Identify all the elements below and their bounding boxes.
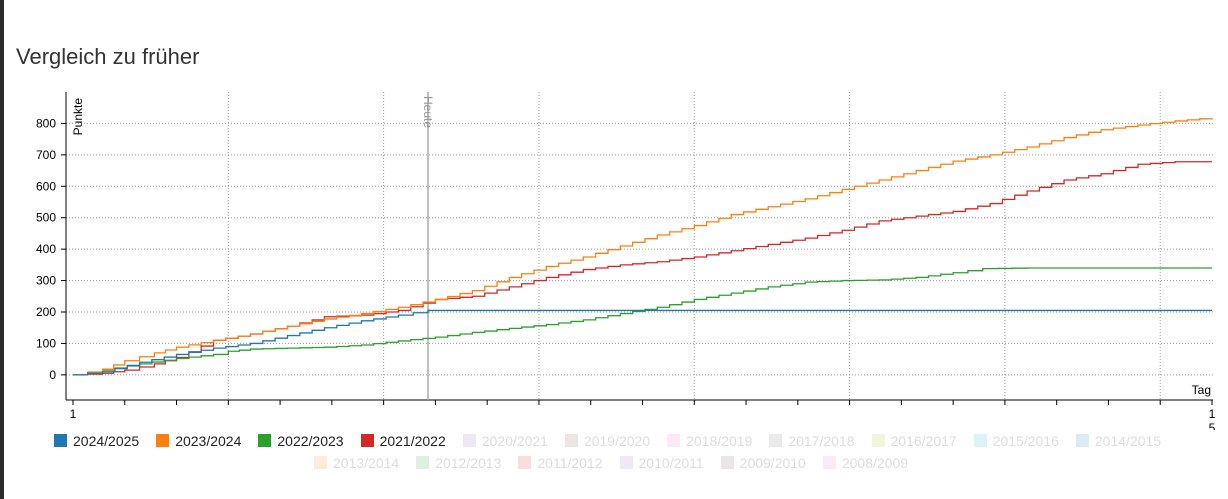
legend-item[interactable]: 2023/2024: [156, 433, 241, 449]
legend-label: 2010/2011: [638, 455, 704, 471]
y-tick-label: 200: [36, 305, 56, 319]
legend-label: 2016/2017: [890, 433, 957, 449]
legend-label: 2013/2014: [333, 455, 400, 471]
legend-item[interactable]: 2022/2023: [258, 433, 344, 449]
legend-swatch: [518, 456, 532, 469]
y-tick-label: 400: [36, 242, 56, 256]
y-tick-label: 500: [36, 211, 56, 225]
legend-swatch: [619, 456, 633, 469]
legend: 2024/2025 2023/2024 2022/2023 2021/2022 2020…: [54, 433, 1204, 477]
legend-item[interactable]: 2012/2013: [416, 455, 501, 471]
y-tick-label: 800: [36, 116, 56, 130]
legend-label: 2020/2021: [481, 433, 548, 449]
legend-label: 2018/2019: [686, 433, 753, 449]
legend-item[interactable]: 2019/2020: [564, 433, 651, 449]
legend-item[interactable]: 2009/2010: [720, 455, 806, 471]
legend-swatch: [973, 434, 987, 447]
legend-label: 2015/2016: [992, 433, 1059, 449]
series-line: [73, 117, 1213, 376]
today-label: Heute: [421, 96, 435, 128]
legend-item[interactable]: 2016/2017: [871, 433, 957, 449]
legend-item[interactable]: 2008/2009: [822, 455, 909, 471]
legend-item[interactable]: 2020/2021: [462, 433, 548, 449]
legend-item[interactable]: 2018/2019: [667, 433, 752, 449]
legend-item[interactable]: 2011/2012: [518, 455, 603, 471]
y-tick-label: 0: [49, 368, 56, 382]
series-line: [73, 309, 1212, 376]
legend-swatch: [258, 434, 272, 447]
y-tick-label: 700: [36, 148, 56, 162]
legend-row: 2013/2014 2012/2013 2011/2012 2010/2011 2009…: [54, 455, 1204, 477]
legend-label: 2024/2025: [73, 433, 140, 449]
y-tick-label: 300: [36, 274, 56, 288]
legend-label: 2021/2022: [379, 433, 446, 449]
legend-label: 2017/2018: [788, 433, 855, 449]
legend-swatch: [720, 456, 734, 469]
legend-item[interactable]: 2013/2014: [314, 455, 399, 471]
chart-title: Vergleich zu früher: [16, 44, 200, 69]
legend-label: 2011/2012: [537, 455, 603, 471]
legend-item[interactable]: 2024/2025: [54, 433, 139, 449]
legend-swatch: [1075, 434, 1089, 447]
legend-label: 2023/2024: [175, 433, 242, 449]
series-line: [73, 267, 1212, 376]
legend-label: 2019/2020: [583, 433, 651, 449]
legend-swatch: [822, 456, 836, 469]
legend-label: 2022/2023: [277, 433, 344, 449]
legend-row: 2024/2025 2023/2024 2022/2023 2021/2022 2020…: [54, 433, 1204, 455]
legend-item[interactable]: 2015/2016: [973, 433, 1059, 449]
legend-item[interactable]: 2017/2018: [769, 433, 855, 449]
legend-swatch: [314, 456, 327, 469]
legend-label: 2012/2013: [435, 455, 502, 471]
x-axis-label: Tag: [1192, 383, 1211, 397]
legend-item[interactable]: 2014/2015: [1075, 433, 1162, 449]
legend-swatch: [667, 434, 681, 447]
legend-item[interactable]: 2010/2011: [619, 455, 704, 471]
legend-label: 2008/2009: [841, 455, 909, 471]
legend-label: 2014/2015: [1094, 433, 1162, 449]
legend-swatch: [871, 434, 885, 447]
x-tick-label: 155: [1209, 407, 1216, 430]
chart-svg: 0 100 200 300 400 500 600 700 800 1 155 Punkte Tag He…: [36, 92, 1216, 430]
legend-swatch: [360, 434, 374, 447]
y-axis-label: Punkte: [71, 98, 85, 136]
legend-swatch: [769, 434, 783, 447]
legend-swatch: [416, 456, 430, 469]
x-tick-label: 1: [70, 407, 77, 421]
legend-swatch: [564, 434, 578, 447]
legend-swatch: [462, 434, 476, 447]
legend-label: 2009/2010: [739, 455, 806, 471]
y-tick-label: 600: [36, 179, 56, 193]
legend-swatch: [156, 434, 170, 447]
y-tick-label: 100: [36, 336, 56, 350]
window-edge: [0, 0, 4, 499]
legend-item[interactable]: 2021/2022: [360, 433, 446, 449]
legend-swatch: [54, 434, 67, 447]
